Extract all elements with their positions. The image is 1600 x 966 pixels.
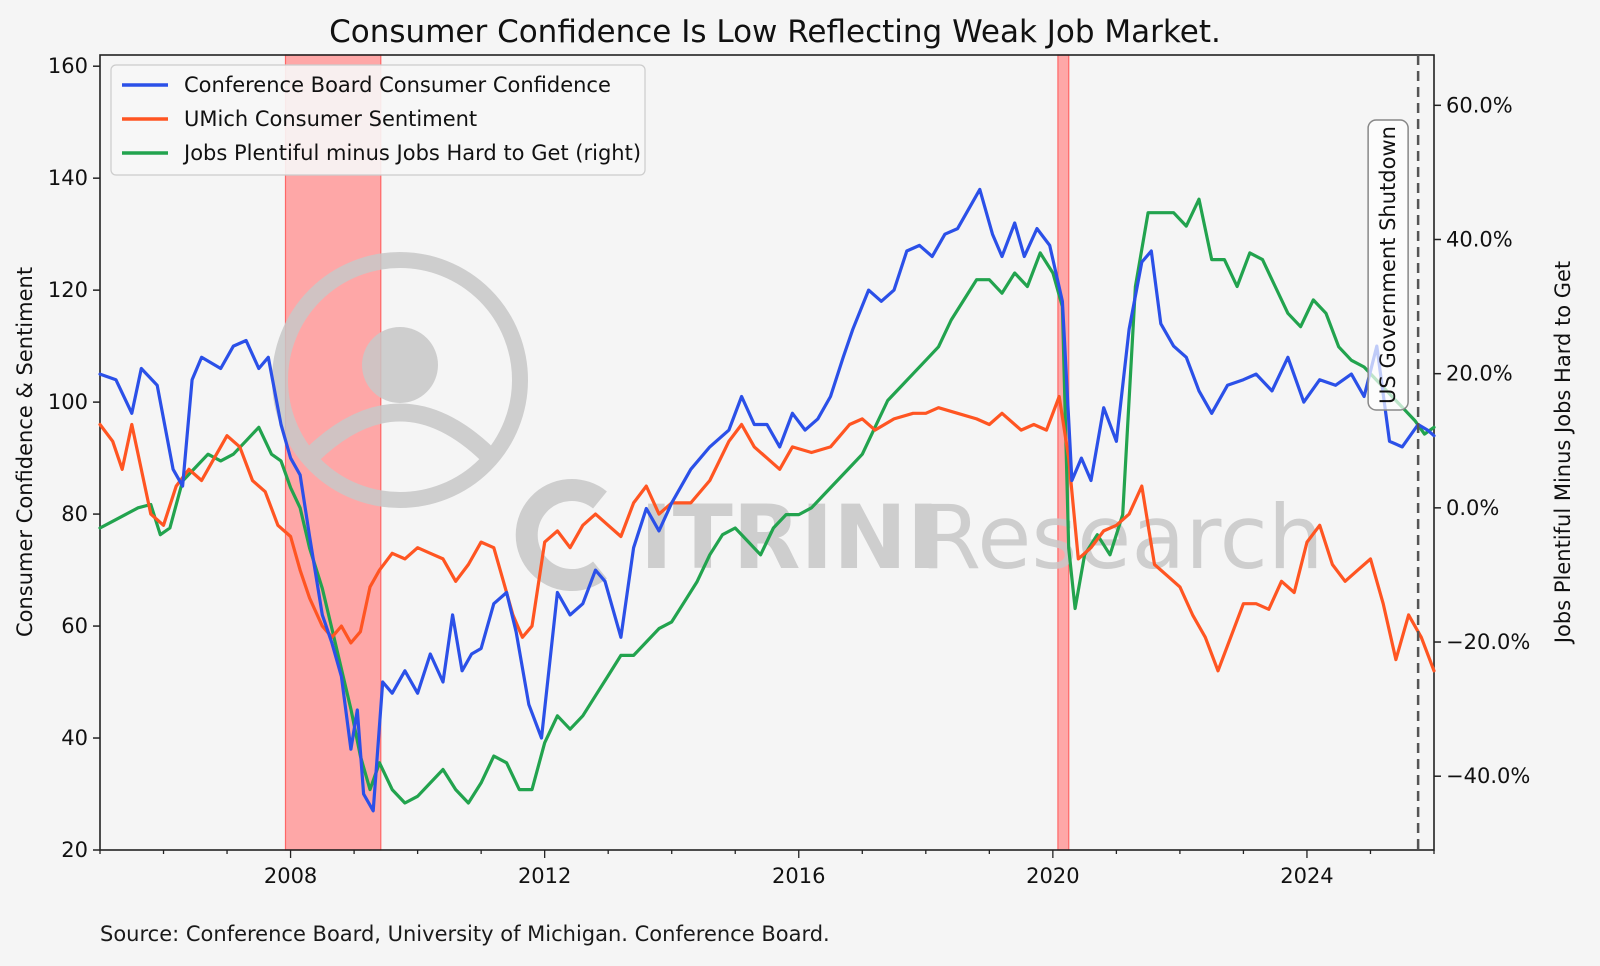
plot-frame [99,54,1435,851]
left-tick-label: 120 [48,278,88,302]
left-axis-label: Consumer Confidence & Sentiment [13,267,37,637]
left-tick-label: 20 [61,838,88,862]
watermark-shoulders-icon [305,403,495,462]
legend-frame [110,64,646,176]
right-tick-label: 60.0% [1446,93,1513,117]
shutdown-label-box: US Government Shutdown [1367,119,1409,411]
right-tick-label: −20.0% [1446,630,1530,654]
left-tick-label: 60 [61,614,88,638]
right-tick-label: 0.0% [1446,496,1499,520]
watermark-c-letter [515,479,607,591]
chart-title: Consumer Confidence Is Low Reflecting We… [329,14,1221,50]
left-tick-label: 160 [48,54,88,78]
x-tick-label: 2016 [772,864,825,888]
right-tick-label: 40.0% [1446,227,1513,251]
left-tick-label: 100 [48,390,88,414]
series-line-conference-board [98,187,1436,813]
x-tick-label: 2020 [1026,864,1079,888]
x-tick-label: 2012 [518,864,571,888]
x-tick-label: 2024 [1280,864,1333,888]
legend-label-jobs-differential: Jobs Plentiful minus Jobs Hard to Get (r… [182,141,641,165]
left-tick-label: 40 [61,726,88,750]
watermark-head-icon [362,327,438,403]
left-tick-label: 80 [61,502,88,526]
series-layer [98,187,1436,813]
right-tick-label: 20.0% [1446,362,1513,386]
shutdown-label-frame [1367,119,1409,411]
left-tick-label: 140 [48,166,88,190]
left-axis: 20 40 60 80 100 120 140 160 [48,54,100,862]
shutdown-label: US Government Shutdown [1376,126,1400,404]
legend-label-conference-board: Conference Board Consumer Confidence [184,73,611,97]
right-axis-label: Jobs Plentiful Minus Jobs Hard to Get [1551,261,1575,645]
series-line-umich [98,394,1436,673]
x-axis: 2008 2012 2016 2020 2024 [99,850,1435,888]
x-tick-label: 2008 [264,864,317,888]
right-axis: −40.0% −20.0% 0.0% 20.0% 40.0% 60.0% [1434,93,1530,788]
watermark-ring-icon [272,252,528,508]
source-note: Source: Conference Board, University of … [100,922,830,946]
right-tick-label: −40.0% [1446,764,1530,788]
legend: Conference Board Consumer Confidence UMi… [110,64,646,176]
legend-label-umich: UMich Consumer Sentiment [184,107,477,131]
watermark-research-word: Research [920,486,1324,589]
